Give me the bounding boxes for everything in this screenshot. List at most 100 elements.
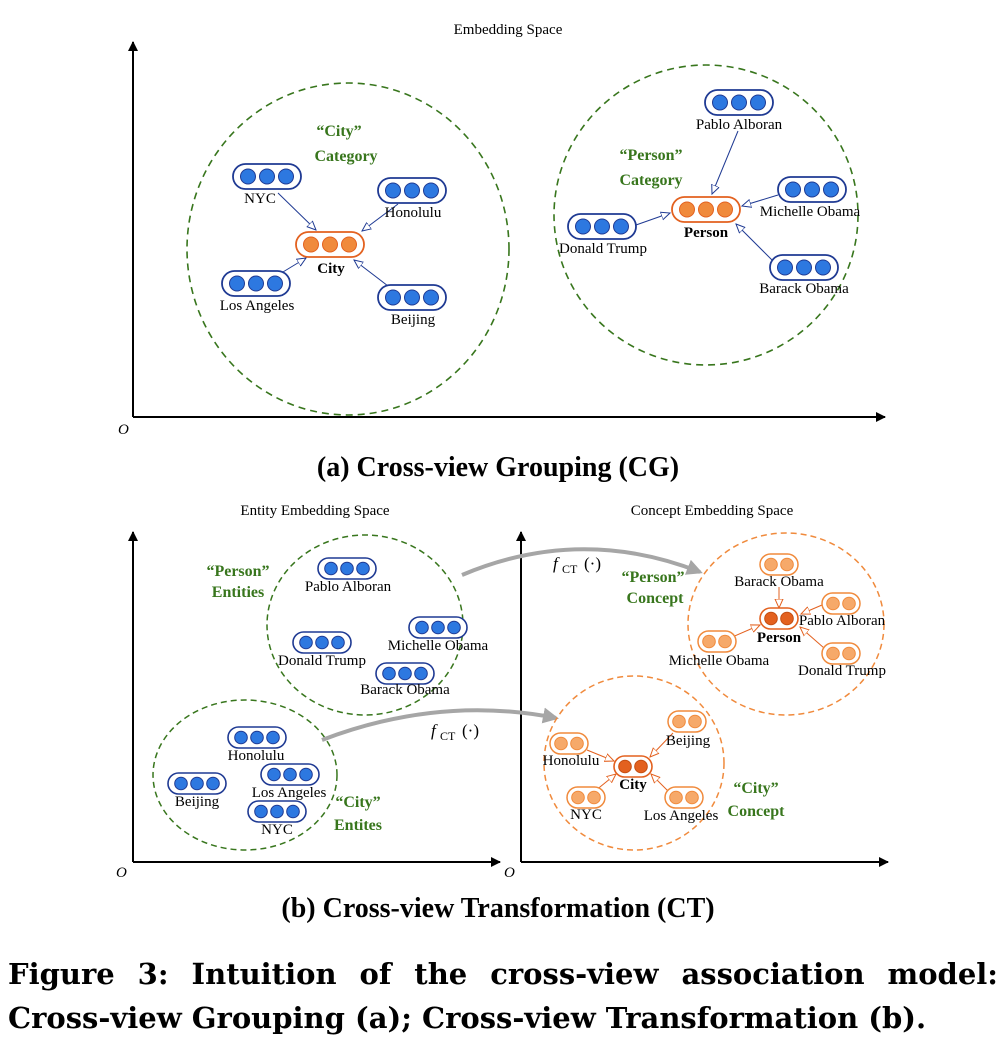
svg-text:CT: CT — [562, 562, 578, 576]
concept-node-b-michelle: Michelle Obama — [669, 630, 770, 669]
concept-b-label-city: City — [619, 777, 647, 793]
concept-b-label-nyc: NYC — [570, 807, 602, 823]
person-concept-label-1: “Person” — [621, 569, 684, 586]
concept-node-b-nyc: NYC — [566, 786, 606, 823]
entity-label-los-angeles: Los Angeles — [220, 298, 295, 314]
entity-node-b-michelle: Michelle Obama — [388, 616, 489, 654]
concept-node-b-trump: Donald Trump — [798, 642, 886, 679]
entity-node-beijing: Beijing — [377, 284, 447, 328]
concept-b-label-person: Person — [757, 630, 802, 646]
entity-node-b-trump: Donald Trump — [278, 631, 366, 669]
person-category-group: “Person” Category Pablo Alboran Michelle… — [553, 64, 861, 366]
person-concept-label-2: Concept — [627, 590, 685, 607]
edge-b-la-city — [651, 774, 671, 794]
city-concept-label-1: “City” — [733, 780, 778, 797]
concept-node-b-person: Person — [757, 607, 802, 646]
origin-label-entity: O — [116, 865, 127, 881]
person-entities-group: “Person” Entities Pablo Alboran Donald T… — [206, 534, 489, 716]
entity-node-b-barack: Barack Obama — [360, 662, 450, 698]
concept-label-person: Person — [684, 225, 729, 241]
entity-node-pablo-alboran: Pablo Alboran — [696, 89, 783, 133]
figure-caption: Figure 3: Intuition of the cross-view as… — [8, 957, 998, 1035]
concept-node-city: City — [295, 231, 365, 277]
svg-text:(·): (·) — [584, 554, 601, 573]
edge-beijing-city — [354, 260, 389, 287]
svg-text:f: f — [553, 554, 560, 573]
svg-text:CT: CT — [440, 729, 456, 743]
edge-barack-person — [736, 224, 776, 264]
person-concept-group: “Person” Concept Barack Obama Pablo Albo… — [621, 532, 886, 716]
panel-b-subtitle: (b) Cross-view Transformation (CT) — [281, 893, 714, 924]
city-entities-group: “City” Entites Honolulu Beijing Los Ange… — [152, 699, 382, 851]
concept-node-b-city: City — [613, 755, 653, 793]
edge-pablo-person — [712, 130, 739, 194]
entity-b-label-trump: Donald Trump — [278, 653, 366, 669]
concept-b-label-trump: Donald Trump — [798, 663, 886, 679]
city-category-label-2: Category — [314, 148, 377, 165]
entity-node-nyc: NYC — [232, 163, 302, 207]
concept-b-label-michelle: Michelle Obama — [669, 653, 770, 669]
edge-b-beijing-city — [650, 732, 674, 757]
city-concept-label-2: Concept — [728, 803, 786, 820]
edge-trump-person — [635, 213, 670, 226]
concept-node-b-los-angeles: Los Angeles — [644, 786, 719, 824]
entity-b-label-los-angeles: Los Angeles — [252, 785, 327, 801]
edge-b-honolulu-city — [586, 749, 614, 761]
entity-node-b-beijing: Beijing — [167, 772, 227, 810]
concept-b-label-los-angeles: Los Angeles — [644, 808, 719, 824]
city-category-circle — [186, 82, 510, 416]
city-entities-circle — [152, 699, 338, 851]
panel-a: Embedding Space O “City” Category NYC Ho… — [118, 22, 886, 483]
origin-label-concept: O — [504, 865, 515, 881]
concept-b-label-pablo: Pablo Alboran — [799, 613, 886, 629]
edge-michelle-person — [742, 194, 779, 206]
entity-space-title: Entity Embedding Space — [240, 503, 389, 519]
transform-label-city: f CT (·) — [431, 721, 479, 743]
entity-node-honolulu: Honolulu — [377, 177, 447, 221]
entity-label-honolulu: Honolulu — [385, 205, 442, 221]
entity-node-b-los-angeles: Los Angeles — [252, 763, 327, 801]
person-category-label-1: “Person” — [619, 147, 682, 164]
entity-node-donald-trump: Donald Trump — [559, 213, 647, 257]
panel-a-title: Embedding Space — [454, 22, 563, 38]
city-concept-group: “City” Concept Beijing Honolulu NYC — [543, 675, 786, 851]
edge-nyc-city — [277, 192, 316, 230]
entity-label-beijing: Beijing — [391, 312, 436, 328]
transform-arrow-person — [461, 547, 703, 577]
edge-b-trump-person — [800, 627, 825, 649]
concept-b-label-barack: Barack Obama — [734, 574, 824, 590]
entity-node-michelle-obama: Michelle Obama — [760, 176, 861, 220]
entity-label-donald-trump: Donald Trump — [559, 241, 647, 257]
concept-node-b-honolulu: Honolulu — [543, 732, 600, 769]
entity-b-label-barack: Barack Obama — [360, 682, 450, 698]
entity-b-label-nyc: NYC — [261, 822, 293, 838]
entity-node-b-honolulu: Honolulu — [227, 726, 287, 764]
concept-b-label-honolulu: Honolulu — [543, 753, 600, 769]
entity-b-label-honolulu: Honolulu — [228, 748, 285, 764]
entity-b-label-michelle: Michelle Obama — [388, 638, 489, 654]
entity-b-label-beijing: Beijing — [175, 794, 220, 810]
transform-label-person: f CT (·) — [553, 554, 601, 576]
entity-label-nyc: NYC — [244, 191, 276, 207]
entity-node-b-pablo: Pablo Alboran — [305, 557, 392, 595]
concept-node-b-beijing: Beijing — [666, 710, 711, 749]
origin-label-a: O — [118, 422, 129, 438]
svg-text:(·): (·) — [462, 721, 479, 740]
city-category-group: “City” Category NYC Honolulu Los Angeles — [186, 82, 510, 416]
city-entities-label-1: “City” — [335, 794, 380, 811]
person-entities-label-2: Entities — [212, 584, 264, 601]
person-category-label-2: Category — [619, 172, 682, 189]
concept-space-title: Concept Embedding Space — [631, 503, 794, 519]
figure-diagram: Embedding Space O “City” Category NYC Ho… — [116, 22, 889, 924]
panel-a-subtitle: (a) Cross-view Grouping (CG) — [317, 452, 679, 483]
svg-text:f: f — [431, 721, 438, 740]
entity-b-label-pablo: Pablo Alboran — [305, 579, 392, 595]
person-concept-circle — [687, 532, 885, 716]
edge-b-pablo-person — [801, 604, 823, 614]
concept-label-city: City — [317, 261, 345, 277]
transform-arrow-city — [321, 707, 559, 742]
concept-node-person: Person — [671, 196, 741, 241]
edge-honolulu-city — [362, 203, 399, 231]
concept-node-b-pablo: Pablo Alboran — [799, 592, 886, 629]
city-category-label-1: “City” — [316, 123, 361, 140]
